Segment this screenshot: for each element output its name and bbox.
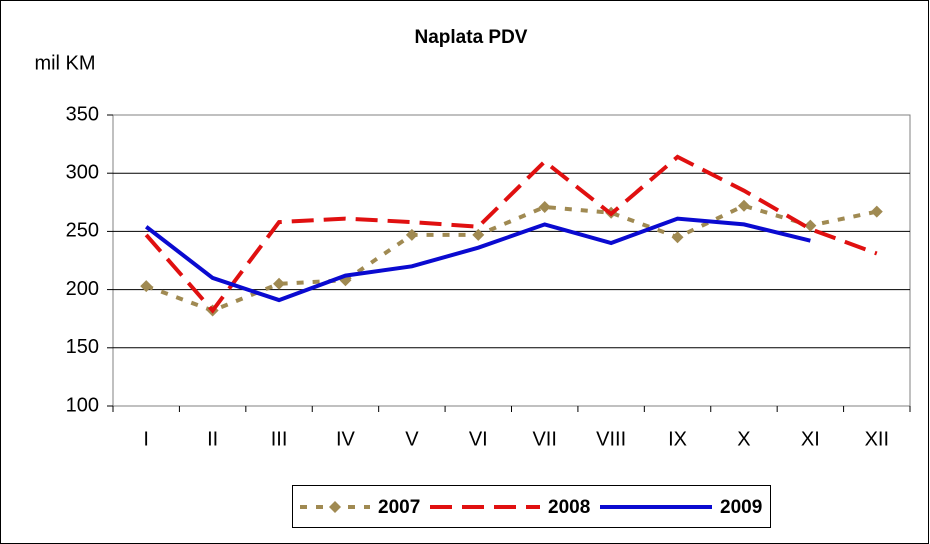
x-tick-label: X (737, 428, 750, 450)
x-tick-label: IX (668, 428, 687, 450)
diamond-marker (671, 231, 684, 244)
y-tick-label: 100 (66, 394, 99, 416)
diamond-marker (472, 228, 485, 241)
series-line (145, 203, 878, 313)
x-tick-label: II (207, 428, 218, 450)
x-tick-label: V (405, 428, 419, 450)
x-tick-label: IV (336, 428, 356, 450)
series-line (144, 216, 811, 303)
diamond-marker (538, 200, 551, 213)
legend-text: 2009 (720, 497, 762, 518)
y-tick-label: 350 (66, 103, 99, 125)
series-line (144, 154, 878, 314)
diamond-marker (870, 205, 883, 218)
legend-text: 2007 (378, 497, 420, 518)
x-tick-label: VII (532, 428, 556, 450)
diamond-marker (804, 219, 817, 232)
diamond-marker (737, 199, 750, 212)
legend-text: 2008 (548, 497, 590, 518)
x-tick-label: VIII (596, 428, 626, 450)
diamond-marker (140, 280, 153, 293)
x-tick-label: III (271, 428, 288, 450)
x-tick-label: I (143, 428, 149, 450)
x-tick-label: XII (865, 428, 889, 450)
y-tick-label: 200 (66, 278, 99, 300)
y-tick-label: 300 (66, 161, 99, 183)
diamond-marker (405, 228, 418, 241)
x-tick-label: VI (469, 428, 488, 450)
y-tick-label: 250 (66, 220, 99, 242)
diamond-marker (273, 277, 286, 290)
x-tick-label: XI (801, 428, 820, 450)
y-axis-label: mil KM (34, 52, 95, 74)
chart-title: Naplata PDV (415, 27, 528, 48)
legend-marker (329, 501, 341, 513)
y-tick-label: 150 (66, 336, 99, 358)
